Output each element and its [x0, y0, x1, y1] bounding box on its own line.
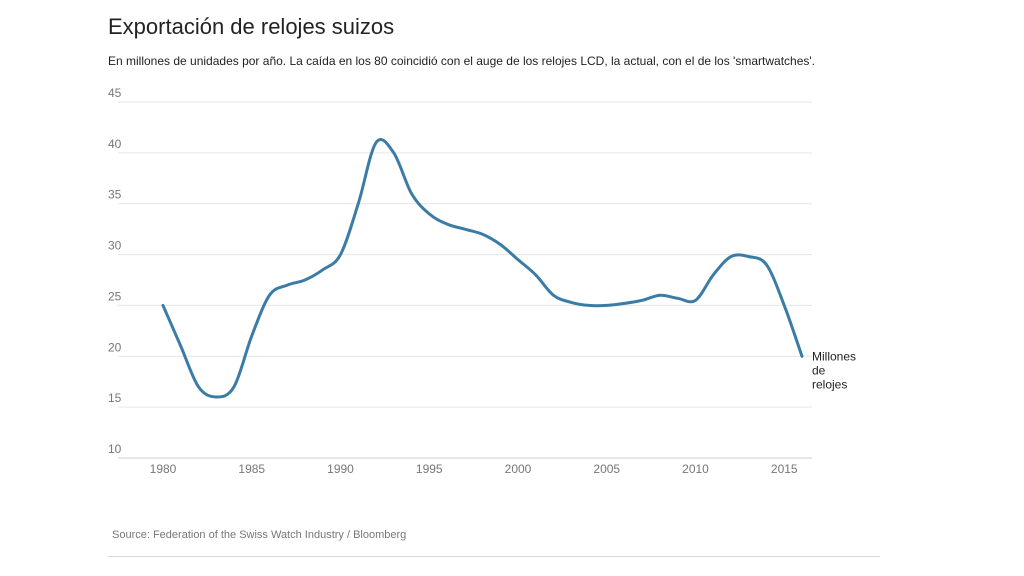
x-tick-label-1985: 1985: [238, 462, 265, 476]
y-tick-label-45: 45: [108, 86, 122, 100]
chart-title: Exportación de relojes suizos: [108, 14, 395, 39]
y-tick-label-20: 20: [108, 340, 122, 354]
x-tick-label-2000: 2000: [505, 462, 532, 476]
y-tick-label-35: 35: [108, 188, 122, 202]
x-tick-label-1980: 1980: [150, 462, 177, 476]
series-end-label: Millones de relojes: [812, 349, 856, 391]
y-tick-label-25: 25: [108, 289, 122, 303]
series-line-0: [161, 138, 804, 399]
line-chart: 10 15 20 25 30 35 40 45 1980 1985 1990 1995 2000 2005…: [108, 86, 856, 476]
x-tick-label-1990: 1990: [327, 462, 354, 476]
x-tick-label-2010: 2010: [682, 462, 709, 476]
x-tick-label-2015: 2015: [771, 462, 798, 476]
y-tick-label-30: 30: [108, 239, 122, 253]
x-tick-label-1995: 1995: [416, 462, 443, 476]
y-tick-label-15: 15: [108, 391, 122, 405]
y-tick-label-10: 10: [108, 442, 122, 456]
chart-subtitle: En millones de unidades por año. La caíd…: [108, 54, 815, 68]
source-note: Source: Federation of the Swiss Watch In…: [112, 529, 407, 541]
y-tick-label-40: 40: [108, 137, 122, 151]
x-tick-label-2005: 2005: [593, 462, 620, 476]
bottom-divider: [108, 556, 880, 557]
